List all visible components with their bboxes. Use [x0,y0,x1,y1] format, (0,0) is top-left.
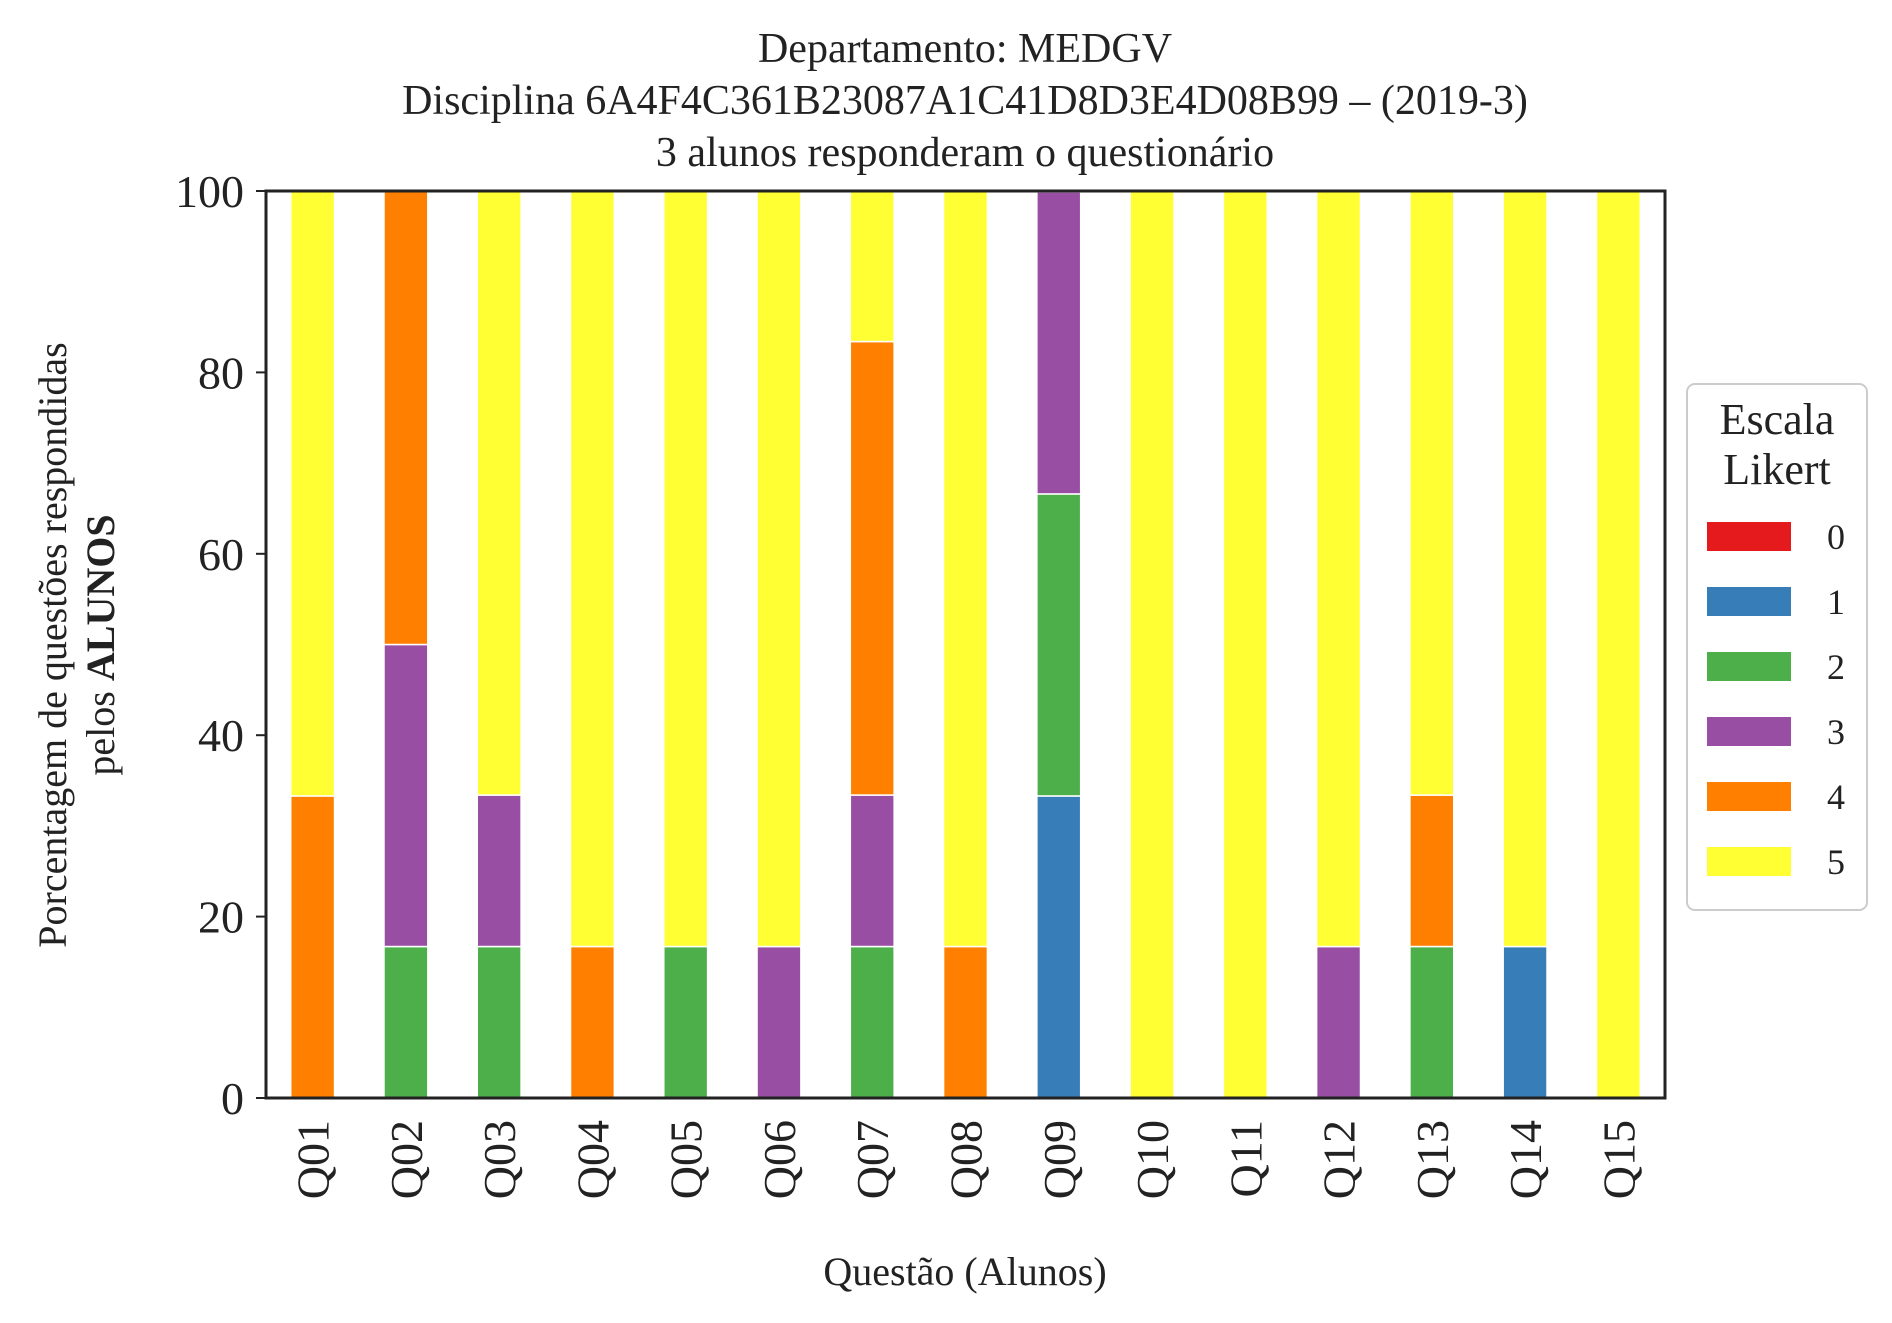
y-axis-ticks: 0 20 40 60 80 100 [175,166,266,1124]
bar-segment-q04-likert-4 [569,945,616,1099]
x-axis-label: Questão (Alunos) [823,1249,1106,1294]
y-axis-label-bold: ALUNOS [78,514,123,681]
bar-segment-q02-likert-4 [383,190,429,646]
bars-layer [289,189,1642,1099]
legend-label-1: 1 [1827,582,1845,622]
x-tick-label-q14: Q14 [1500,1120,1551,1199]
bar-segment-q09-likert-3 [1036,191,1082,495]
y-axis-label-line-2: pelos ALUNOS [78,514,123,775]
y-tick-label: 100 [175,166,244,217]
bar-segment-q06-likert-5 [756,190,802,948]
bar-segment-q15-likert-5 [1595,190,1642,1099]
legend-label-2: 2 [1827,647,1845,687]
y-axis-label-prefix: pelos [78,681,123,775]
bar-segment-q01-likert-5 [289,190,336,797]
y-axis-label-line-1: Porcentagem de questões respondidas [30,342,75,947]
bar-segment-q12-likert-3 [1315,945,1362,1099]
bar-segment-q05-likert-5 [663,190,709,948]
x-tick-label-q05: Q05 [661,1120,712,1199]
bar-segment-q13-likert-2 [1409,945,1455,1099]
legend-swatch-2 [1707,652,1791,681]
y-tick-label: 40 [198,710,244,761]
plot-frame [264,189,1667,1100]
legend-label-0: 0 [1827,517,1845,557]
x-tick-label-q15: Q15 [1593,1120,1644,1199]
y-tick-label: 60 [198,529,244,580]
x-tick-label-q06: Q06 [754,1120,805,1199]
legend: Escala Likert 0 1 2 3 4 5 [1686,383,1868,911]
chart-title-line-3: 3 alunos responderam o questionário [656,130,1274,176]
legend-label-5: 5 [1827,842,1845,882]
bar-segment-q09-likert-2 [1036,493,1082,797]
legend-title-line-2: Likert [1723,445,1831,494]
x-tick-label-q01: Q01 [288,1120,339,1199]
x-tick-label-q07: Q07 [847,1120,898,1199]
bar-segment-q02-likert-3 [383,643,429,948]
bar-segment-q07-likert-2 [849,945,895,1099]
y-tick-label: 80 [198,347,244,398]
bar-segment-q07-likert-5 [849,189,895,343]
y-tick-label: 0 [221,1073,244,1124]
bar-segment-q13-likert-4 [1409,794,1455,948]
chart-title: Departamento: MEDGV Disciplina 6A4F4C361… [402,26,1528,176]
bar-segment-q03-likert-5 [476,189,522,796]
bar-segment-q14-likert-5 [1502,190,1548,948]
bar-segment-q03-likert-3 [476,794,522,948]
x-tick-label-q04: Q04 [567,1120,618,1199]
y-axis-label: Porcentagem de questões respondidas pelo… [30,342,123,947]
bar-segment-q06-likert-3 [756,945,802,1099]
legend-swatch-1 [1707,587,1791,616]
legend-items: 0 1 2 3 4 5 [1707,517,1845,882]
x-tick-label-q09: Q09 [1034,1120,1085,1199]
legend-swatch-3 [1707,717,1791,746]
bar-segment-q12-likert-5 [1315,190,1362,948]
legend-label-3: 3 [1827,712,1845,752]
bar-segment-q01-likert-4 [289,795,336,1099]
bar-segment-q13-likert-5 [1409,189,1455,796]
chart-title-line-2: Disciplina 6A4F4C361B23087A1C41D8D3E4D08… [402,78,1528,124]
bar-segment-q07-likert-3 [849,794,895,948]
bar-segment-q08-likert-5 [942,190,989,948]
bar-segment-q11-likert-5 [1222,190,1268,1099]
legend-swatch-4 [1707,782,1791,811]
legend-swatch-5 [1707,847,1791,876]
x-tick-label-q03: Q03 [474,1120,525,1199]
x-tick-label-q12: Q12 [1314,1120,1365,1199]
chart-title-line-1: Departamento: MEDGV [758,26,1172,72]
x-tick-label-q02: Q02 [381,1120,432,1199]
bar-segment-q07-likert-4 [849,340,895,796]
legend-label-4: 4 [1827,777,1845,817]
bar-segment-q02-likert-2 [383,945,429,1099]
x-tick-label-q13: Q13 [1407,1120,1458,1199]
bar-segment-q05-likert-2 [663,945,709,1099]
bar-segment-q04-likert-5 [569,190,616,948]
legend-box [1686,383,1868,911]
legend-swatch-0 [1707,522,1791,551]
legend-title-line-1: Escala [1720,395,1835,444]
bar-segment-q14-likert-1 [1502,945,1548,1099]
x-tick-label-q10: Q10 [1127,1120,1178,1199]
bar-segment-q08-likert-4 [942,945,989,1099]
bar-segment-q09-likert-1 [1036,795,1082,1099]
x-tick-label-q08: Q08 [941,1120,992,1199]
x-tick-label-q11: Q11 [1220,1120,1271,1198]
x-axis-ticks: Q01 Q02 Q03 Q04 Q05 Q06 Q07 Q08 Q09 Q10 Q11 Q12 Q13 Q… [288,1120,1645,1199]
y-tick-label: 20 [198,892,244,943]
bar-segment-q03-likert-2 [476,945,522,1099]
bar-segment-q10-likert-5 [1129,190,1175,1099]
